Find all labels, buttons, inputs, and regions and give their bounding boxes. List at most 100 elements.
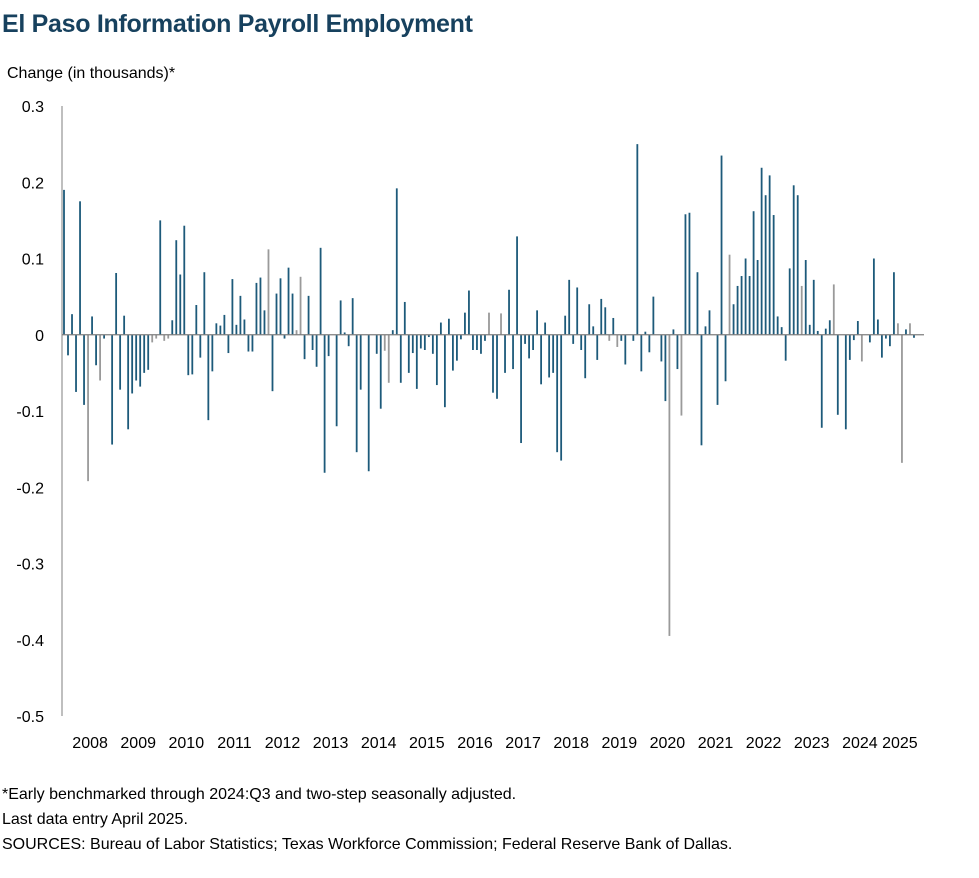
bar [307,295,310,335]
bar [812,279,815,335]
x-tick-label: 2024 [842,735,878,752]
bar [387,334,390,383]
bar [696,272,699,335]
bar [820,334,823,428]
bar [816,330,819,335]
bar [596,334,599,360]
bar [652,296,655,335]
bar [620,334,623,341]
bar [724,334,727,382]
bar [243,319,246,335]
bar [251,334,254,352]
x-tick-label: 2025 [882,735,918,752]
bar [508,289,510,335]
bar [516,236,518,335]
bar [391,330,394,335]
bar [885,334,887,339]
bar [804,260,807,335]
bar [343,332,346,335]
bar [640,334,643,372]
bar [520,334,522,444]
bar [291,293,294,335]
bar [143,334,146,373]
x-tick-label: 2010 [169,735,205,752]
bar [460,334,462,340]
bar [728,254,731,335]
bar [211,334,214,372]
bar [427,334,430,338]
bar [780,327,783,335]
bar [131,334,134,394]
x-tick-labels: 2008 2009 2010 2011 2012 2013 2014 2015 2016 2017… [72,735,917,752]
bar [147,334,150,370]
bar [395,188,398,335]
bar [403,301,406,335]
bar [881,334,883,358]
chart-title: El Paso Information Payroll Employment [2,10,473,38]
bar [375,334,378,354]
bar [720,155,723,335]
x-tick-label: 2021 [698,735,734,752]
bar [808,324,811,335]
bar [468,290,470,335]
bar [624,334,627,365]
bar [752,211,755,335]
bar [279,278,282,335]
bar [488,312,490,335]
bar [255,282,258,335]
bar [283,334,286,339]
bar [632,334,635,341]
bar [83,334,85,405]
x-tick-label: 2019 [602,735,638,752]
y-tick-label: 0 [35,328,44,345]
bar [704,326,707,335]
bar [860,334,863,362]
y-axis-label: Change (in thousands)* [7,65,176,82]
bar [748,276,751,335]
bar [323,334,326,473]
bar [419,334,422,349]
bar [644,331,647,335]
bar [764,195,767,335]
bar [496,334,498,399]
bar [271,334,274,392]
bar [604,307,607,335]
bar [347,334,350,347]
bar [231,279,234,335]
bar [913,334,915,338]
footnote-last-entry: Last data entry April 2025. [2,811,188,828]
bar [448,318,450,335]
bar [87,334,89,482]
bar [796,195,799,335]
bar [824,328,827,335]
bar [532,334,534,350]
bar [464,312,466,335]
bar [668,334,671,636]
bar [223,314,226,335]
bar [79,201,81,335]
bar [612,317,615,335]
bar [544,322,547,335]
bar [351,298,354,335]
bar [203,272,206,335]
bar [636,144,639,335]
bar [848,334,851,360]
bar [576,287,579,335]
bar [512,334,514,370]
bar [909,323,911,335]
bar [792,185,795,335]
bar [556,334,559,453]
bar [287,267,290,335]
x-tick-label: 2018 [553,735,589,752]
bar [740,276,743,335]
bar [239,295,242,335]
bar [584,334,587,379]
bar [580,334,583,350]
bar [832,284,835,335]
bar [335,334,338,427]
bar [592,326,595,335]
x-tick-label: 2015 [409,735,445,752]
bar [736,285,739,335]
bar [171,320,174,335]
bar [439,322,442,335]
